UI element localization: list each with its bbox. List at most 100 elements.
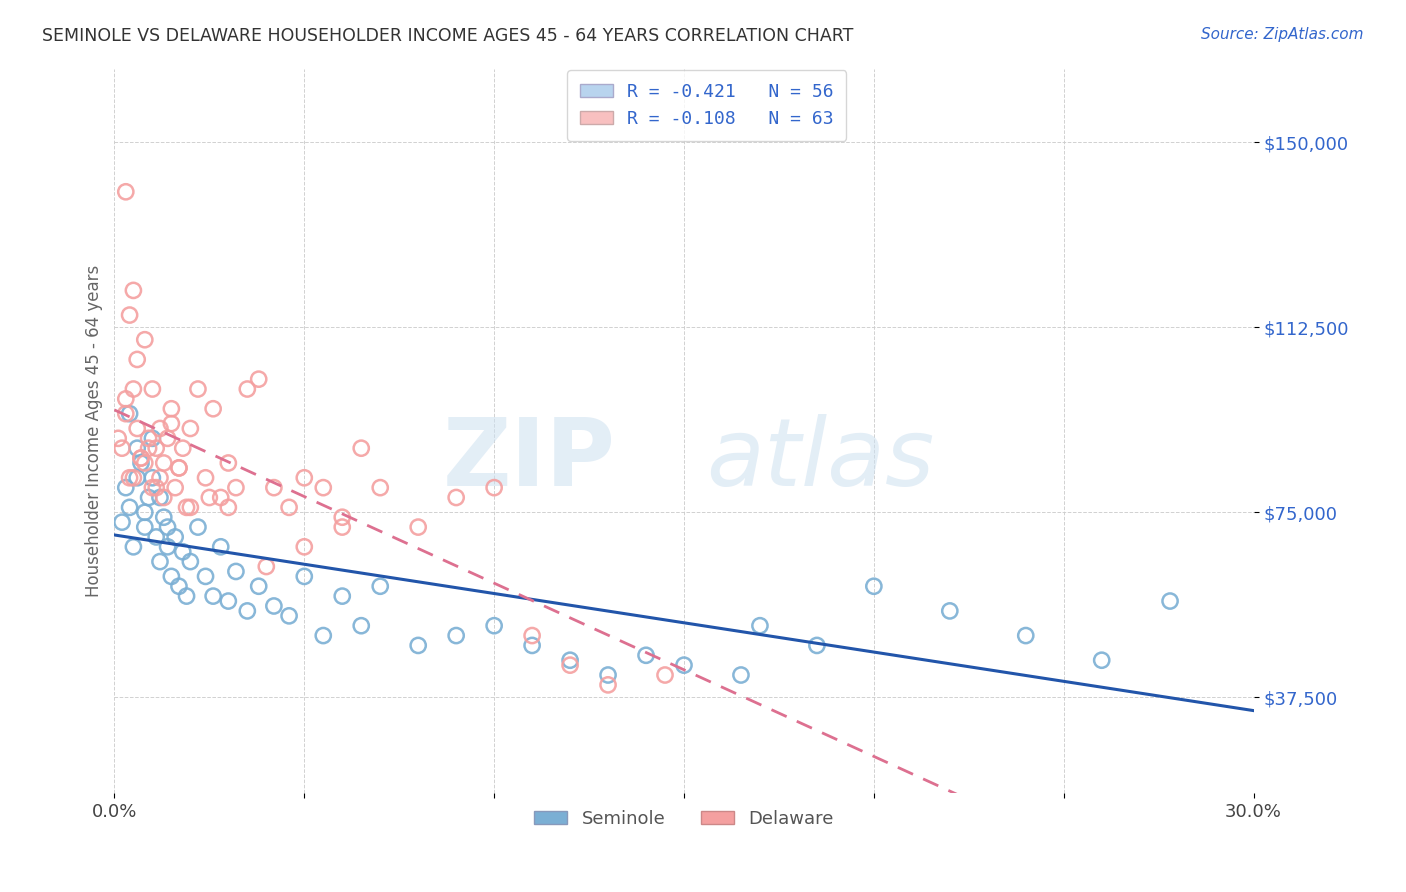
Point xyxy=(134,456,156,470)
Point xyxy=(863,579,886,593)
Point xyxy=(482,481,505,495)
Point xyxy=(118,308,141,322)
Point xyxy=(1159,594,1181,608)
Point xyxy=(160,417,183,431)
Point xyxy=(1015,629,1038,643)
Point xyxy=(217,594,239,608)
Point xyxy=(114,392,136,406)
Point xyxy=(134,333,156,347)
Point xyxy=(217,500,239,515)
Point xyxy=(111,441,134,455)
Point xyxy=(145,481,167,495)
Point xyxy=(134,520,156,534)
Point xyxy=(596,668,619,682)
Point xyxy=(634,648,657,663)
Point xyxy=(217,456,239,470)
Text: atlas: atlas xyxy=(707,415,935,506)
Point xyxy=(114,185,136,199)
Point xyxy=(141,382,163,396)
Point xyxy=(292,471,315,485)
Point xyxy=(278,500,301,515)
Point xyxy=(187,520,209,534)
Point xyxy=(176,589,198,603)
Point xyxy=(1091,653,1114,667)
Point xyxy=(134,505,156,519)
Text: ZIP: ZIP xyxy=(443,414,616,506)
Point xyxy=(558,658,581,673)
Point xyxy=(749,618,772,632)
Point xyxy=(138,491,160,505)
Point xyxy=(654,668,676,682)
Point xyxy=(156,540,179,554)
Point xyxy=(114,407,136,421)
Point xyxy=(247,372,270,386)
Point xyxy=(118,407,141,421)
Point xyxy=(160,401,183,416)
Point xyxy=(111,515,134,529)
Point xyxy=(202,589,225,603)
Point xyxy=(122,284,145,298)
Point xyxy=(350,618,373,632)
Point xyxy=(368,579,391,593)
Point xyxy=(145,530,167,544)
Point xyxy=(138,441,160,455)
Point xyxy=(152,510,174,524)
Point xyxy=(165,481,187,495)
Point xyxy=(194,471,217,485)
Point xyxy=(194,569,217,583)
Point xyxy=(145,441,167,455)
Point xyxy=(806,639,828,653)
Point xyxy=(596,678,619,692)
Point xyxy=(107,431,129,445)
Point xyxy=(172,441,194,455)
Point xyxy=(156,431,179,445)
Point xyxy=(172,545,194,559)
Point xyxy=(263,599,285,613)
Point xyxy=(247,579,270,593)
Point xyxy=(114,481,136,495)
Point xyxy=(129,451,152,466)
Point xyxy=(198,491,221,505)
Point xyxy=(278,608,301,623)
Point xyxy=(406,520,429,534)
Point xyxy=(444,629,467,643)
Point xyxy=(152,491,174,505)
Point xyxy=(406,639,429,653)
Point xyxy=(122,471,145,485)
Point xyxy=(225,565,247,579)
Point xyxy=(330,510,353,524)
Point xyxy=(482,618,505,632)
Point xyxy=(149,491,172,505)
Point xyxy=(202,401,225,416)
Point xyxy=(939,604,962,618)
Point xyxy=(292,569,315,583)
Point xyxy=(138,431,160,445)
Text: SEMINOLE VS DELAWARE HOUSEHOLDER INCOME AGES 45 - 64 YEARS CORRELATION CHART: SEMINOLE VS DELAWARE HOUSEHOLDER INCOME … xyxy=(42,27,853,45)
Point xyxy=(312,481,335,495)
Point xyxy=(368,481,391,495)
Y-axis label: Householder Income Ages 45 - 64 years: Householder Income Ages 45 - 64 years xyxy=(86,265,103,597)
Point xyxy=(127,421,149,435)
Point xyxy=(558,653,581,667)
Point xyxy=(167,461,190,475)
Point xyxy=(672,658,695,673)
Point xyxy=(187,382,209,396)
Point xyxy=(236,604,259,618)
Point xyxy=(225,481,247,495)
Point xyxy=(129,451,152,466)
Point xyxy=(209,491,232,505)
Point xyxy=(179,421,201,435)
Point xyxy=(127,441,149,455)
Point xyxy=(127,352,149,367)
Point xyxy=(129,456,152,470)
Point xyxy=(520,639,543,653)
Point xyxy=(127,471,149,485)
Point xyxy=(330,589,353,603)
Point xyxy=(444,491,467,505)
Point xyxy=(179,555,201,569)
Point xyxy=(312,629,335,643)
Point xyxy=(167,461,190,475)
Point xyxy=(330,520,353,534)
Point xyxy=(165,530,187,544)
Point xyxy=(149,471,172,485)
